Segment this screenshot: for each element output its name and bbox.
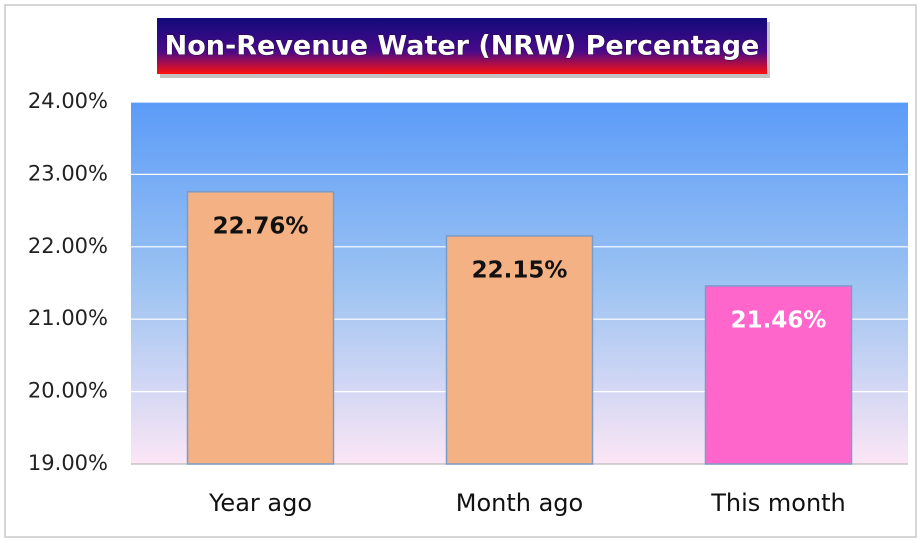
y-tick-label: 23.00%	[28, 161, 108, 185]
y-tick-label: 21.00%	[28, 306, 108, 330]
bar	[445, 235, 594, 465]
chart-title: Non-Revenue Water (NRW) Percentage	[165, 31, 760, 62]
y-tick-label: 22.00%	[28, 234, 108, 258]
y-tick-label: 19.00%	[28, 451, 108, 475]
bar	[704, 285, 853, 465]
title-box	[157, 18, 767, 74]
x-tick-label: Month ago	[456, 489, 583, 517]
bar	[186, 191, 335, 465]
data-label: 22.76%	[213, 213, 309, 239]
y-tick-label: 20.00%	[28, 379, 108, 403]
data-label: 22.15%	[472, 257, 568, 283]
x-tick-label: Year ago	[208, 489, 312, 517]
data-label: 21.46%	[731, 307, 827, 333]
y-tick-label: 24.00%	[28, 89, 108, 113]
x-tick-label: This month	[710, 489, 846, 517]
